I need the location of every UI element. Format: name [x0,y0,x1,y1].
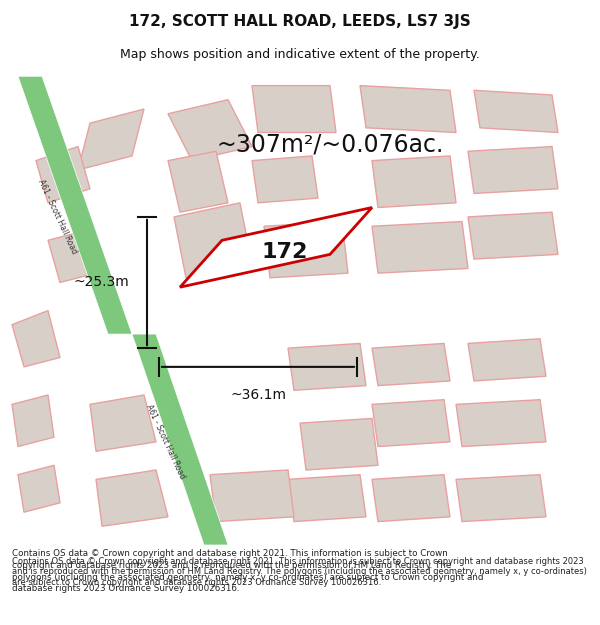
Polygon shape [78,109,144,170]
Polygon shape [12,311,60,367]
Text: ~36.1m: ~36.1m [230,388,286,402]
Polygon shape [372,156,456,208]
Polygon shape [372,221,468,273]
Polygon shape [36,146,90,202]
Polygon shape [456,475,546,521]
Text: A61 - Scott Hall Road: A61 - Scott Hall Road [36,178,78,256]
Polygon shape [468,146,558,194]
Polygon shape [168,151,228,212]
Text: Contains OS data © Crown copyright and database right 2021. This information is : Contains OS data © Crown copyright and d… [12,549,484,593]
Polygon shape [468,339,546,381]
Polygon shape [474,90,558,132]
Polygon shape [18,76,132,334]
Polygon shape [288,344,366,390]
Text: 172, SCOTT HALL ROAD, LEEDS, LS7 3JS: 172, SCOTT HALL ROAD, LEEDS, LS7 3JS [129,14,471,29]
Polygon shape [264,221,348,278]
Polygon shape [252,156,318,202]
Polygon shape [90,395,156,451]
Text: 172: 172 [262,242,308,262]
Polygon shape [300,419,378,470]
Polygon shape [174,202,252,278]
Text: A61 - Scott Hall Road: A61 - Scott Hall Road [144,403,186,481]
Polygon shape [48,231,96,282]
Polygon shape [252,86,336,132]
Text: ~25.3m: ~25.3m [73,276,129,289]
Polygon shape [18,465,60,512]
Polygon shape [288,475,366,521]
Text: Contains OS data © Crown copyright and database right 2021. This information is : Contains OS data © Crown copyright and d… [12,557,587,587]
Polygon shape [456,400,546,446]
Polygon shape [372,344,450,386]
Polygon shape [168,99,252,161]
Text: Map shows position and indicative extent of the property.: Map shows position and indicative extent… [120,48,480,61]
Polygon shape [468,212,558,259]
Polygon shape [372,400,450,446]
Polygon shape [360,86,456,132]
Polygon shape [132,334,228,545]
Polygon shape [210,470,294,521]
Polygon shape [96,470,168,526]
Polygon shape [372,475,450,521]
Text: ~307m²/~0.076ac.: ~307m²/~0.076ac. [217,132,443,156]
Polygon shape [180,208,372,288]
Polygon shape [12,395,54,446]
